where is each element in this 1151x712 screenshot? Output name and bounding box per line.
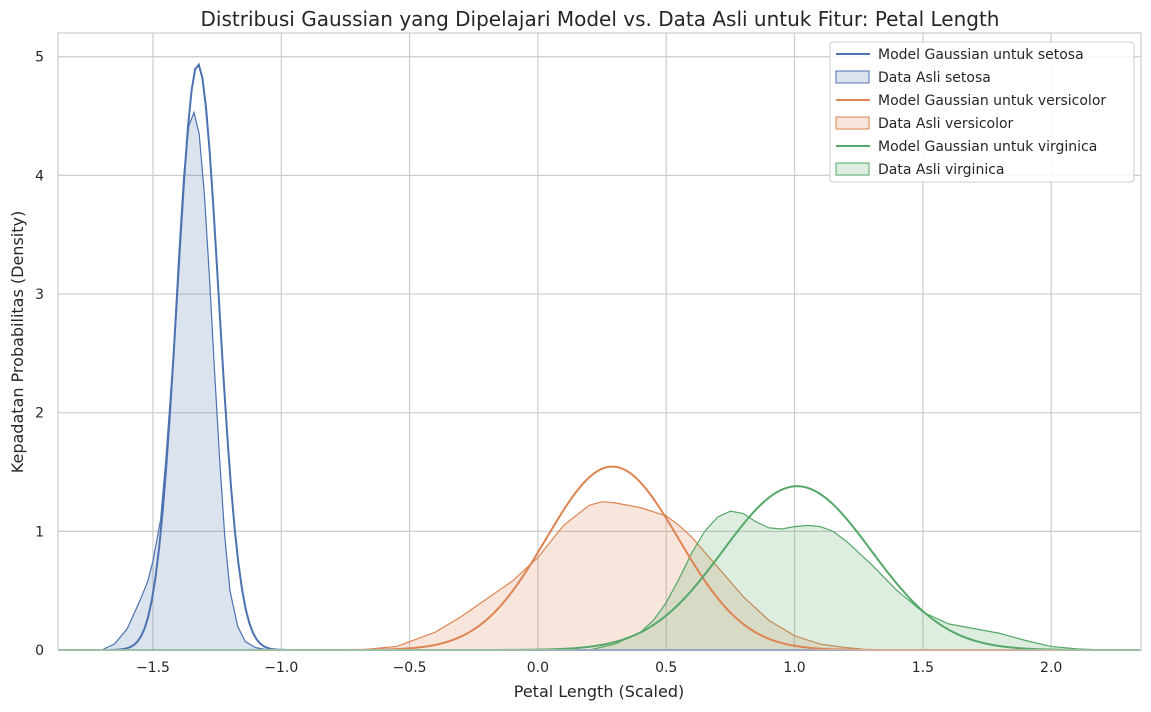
x-tick-label: 0.0 [527,660,549,676]
y-tick-label: 1 [35,524,44,540]
kde-area [101,112,269,650]
legend-label: Model Gaussian untuk virginica [878,139,1097,155]
kde-line [101,110,269,651]
y-ticks: 0 1 2 3 4 5 [35,50,44,659]
y-tick-label: 2 [35,406,44,422]
plot-frame [57,32,1142,651]
x-tick-label: 1.5 [912,660,934,676]
x-ticks: −1.5 −1.0 −0.5 0.0 0.5 1.0 1.5 2.0 [136,660,1062,676]
x-tick-label: −1.5 [136,660,170,676]
x-tick-label: 2.0 [1040,660,1062,676]
y-tick-label: 5 [35,50,44,66]
chart-title: Distribusi Gaussian yang Dipelajari Mode… [201,7,1000,31]
legend-label: Data Asli setosa [878,70,991,86]
legend-label: Data Asli virginica [878,162,1004,178]
y-axis-label: Kepadatan Probabilitas (Density) [8,211,27,473]
legend: Model Gaussian untuk setosa Data Asli set… [829,41,1135,183]
y-tick-label: 4 [35,168,44,184]
legend-label: Model Gaussian untuk setosa [878,47,1084,63]
legend-patch-swatch [835,70,870,84]
x-tick-label: −1.0 [264,660,298,676]
x-tick-label: −0.5 [393,660,427,676]
legend-box [829,41,1135,183]
kde-line [358,501,872,651]
kde-area [589,511,1103,650]
legend-patch-swatch [835,162,870,176]
legend-label: Model Gaussian untuk versicolor [878,93,1106,109]
x-tick-label: 1.0 [783,660,805,676]
x-axis-label: Petal Length (Scaled) [514,682,685,701]
kde-line [589,510,1103,651]
kde-area [358,501,872,650]
legend-label: Data Asli versicolor [878,116,1014,132]
x-tick-label: 0.5 [655,660,677,676]
y-tick-label: 3 [35,287,44,303]
y-tick-label: 0 [35,643,44,659]
legend-patch-swatch [835,116,870,130]
